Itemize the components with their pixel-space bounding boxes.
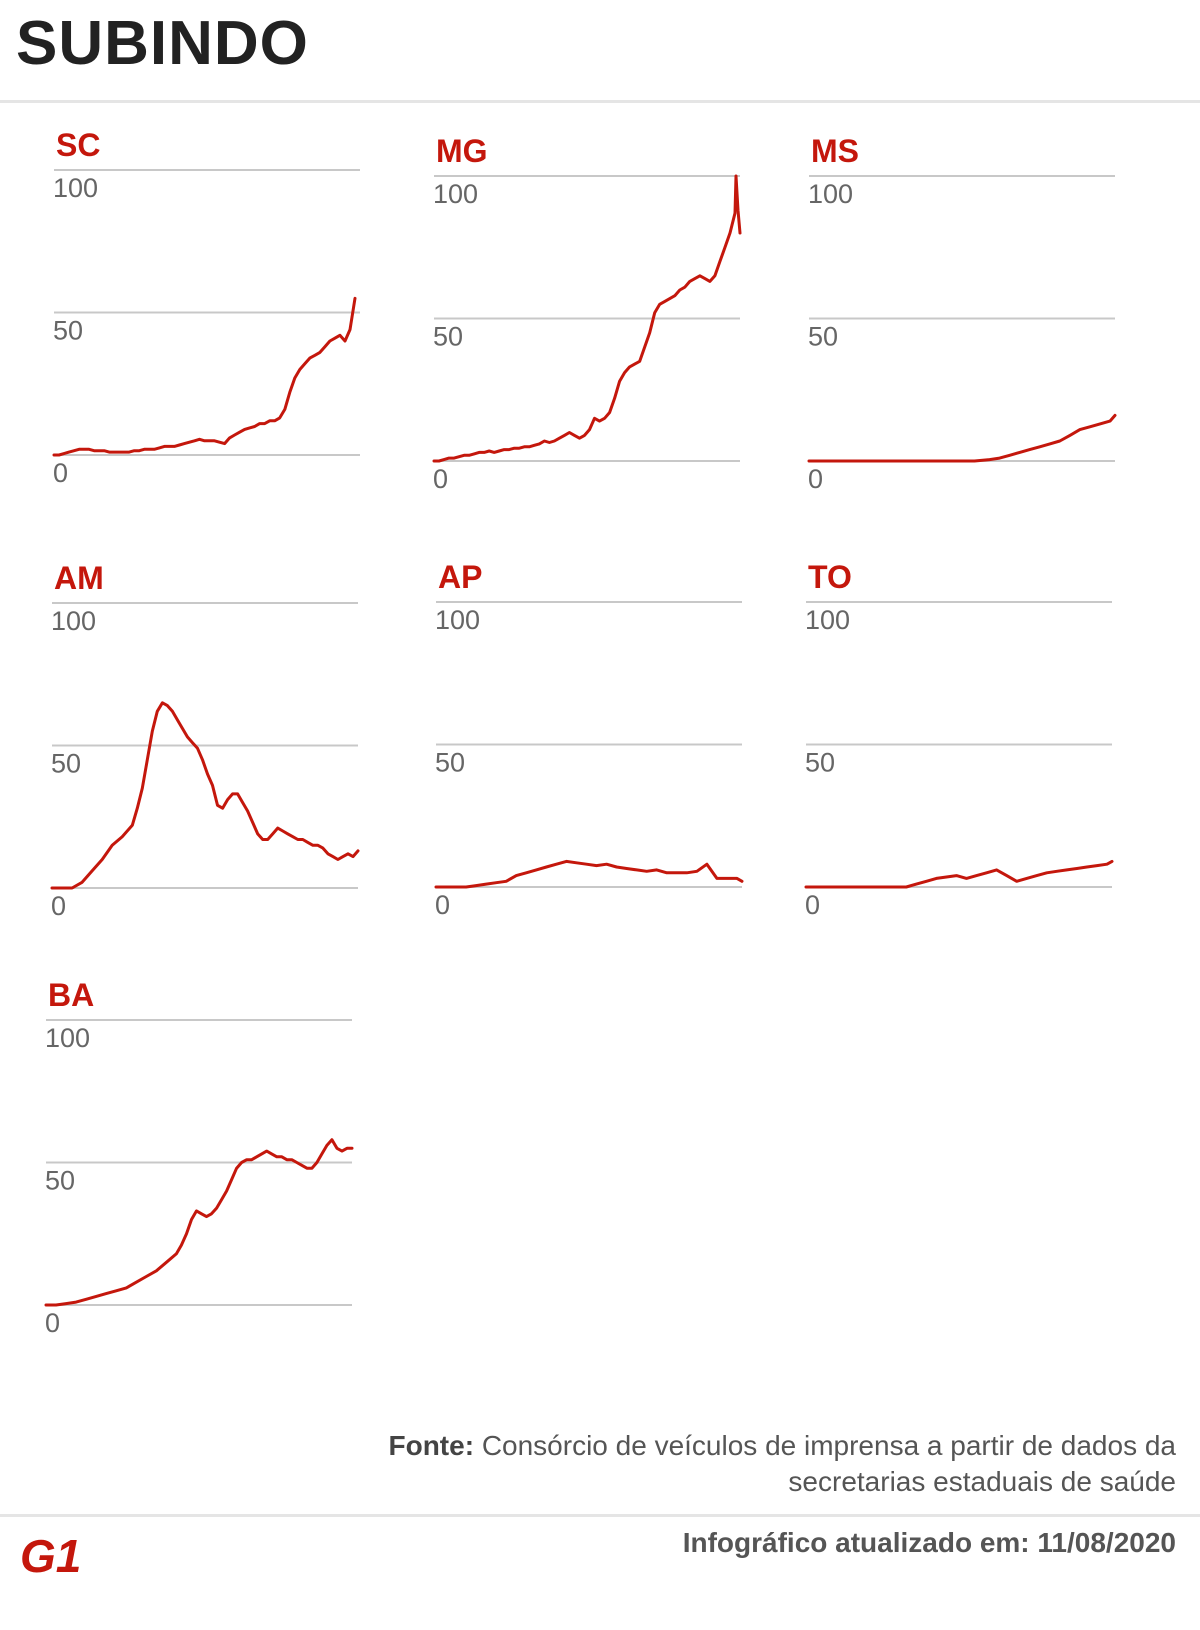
source-note: Fonte: Consórcio de veículos de imprensa… — [276, 1428, 1177, 1500]
y-tick-label: 0 — [435, 890, 450, 920]
chart-panel-sc: SC 0 50 100 — [40, 118, 400, 518]
y-tick-label: 0 — [805, 890, 820, 920]
y-tick-label: 100 — [433, 179, 478, 209]
series-line-sc — [52, 296, 357, 457]
chart-to: TO 0 50 100 — [804, 559, 1114, 920]
chart-panel-to: TO 0 50 100 — [792, 550, 1152, 950]
y-tick-label: 50 — [51, 749, 81, 779]
y-tick-label: 100 — [805, 605, 850, 635]
series-line-am — [50, 701, 360, 890]
y-tick-label: 100 — [435, 605, 480, 635]
series-line-ba — [44, 1138, 354, 1307]
y-tick-label: 50 — [53, 316, 83, 346]
chart-title-am: AM — [54, 560, 104, 596]
source-label: Fonte: — [388, 1430, 475, 1461]
chart-title-to: TO — [808, 559, 852, 595]
chart-ap: AP 0 50 100 — [434, 559, 744, 920]
y-tick-label: 0 — [51, 891, 66, 921]
y-tick-label: 50 — [805, 748, 835, 778]
chart-title-ms: MS — [811, 133, 859, 169]
y-tick-label: 50 — [433, 322, 463, 352]
y-tick-label: 0 — [808, 464, 823, 494]
series-line-ap — [434, 859, 744, 889]
g1-logo: G1 — [18, 1528, 90, 1578]
y-tick-label: 0 — [45, 1308, 60, 1338]
series-line-to — [804, 859, 1114, 889]
g1-logo-text: G1 — [20, 1530, 81, 1578]
chart-panel-mg: MG 0 50 100 — [420, 124, 780, 524]
chart-panel-ms: MS 0 50 100 — [795, 124, 1155, 524]
source-text: Consórcio de veículos de imprensa a part… — [481, 1430, 1176, 1497]
chart-panel-ba: BA 0 50 100 — [32, 968, 392, 1368]
updated-note: Infográfico atualizado em: 11/08/2020 — [682, 1527, 1176, 1558]
chart-title-ba: BA — [48, 977, 94, 1013]
y-tick-label: 50 — [435, 748, 465, 778]
chart-title-mg: MG — [436, 133, 488, 169]
y-tick-label: 0 — [53, 458, 68, 488]
chart-title-ap: AP — [438, 559, 482, 595]
chart-sc: SC 0 50 100 — [52, 127, 360, 488]
series-line-mg — [432, 174, 742, 463]
chart-mg: MG 0 50 100 — [432, 133, 742, 494]
y-tick-label: 0 — [433, 464, 448, 494]
y-tick-label: 100 — [45, 1023, 90, 1053]
y-tick-label: 50 — [808, 322, 838, 352]
chart-am: AM 0 50 100 — [50, 560, 360, 921]
chart-panel-ap: AP 0 50 100 — [422, 550, 782, 950]
y-tick-label: 100 — [53, 173, 98, 203]
chart-ba: BA 0 50 100 — [44, 977, 354, 1338]
chart-ms: MS 0 50 100 — [807, 133, 1117, 494]
chart-title-sc: SC — [56, 127, 100, 163]
footer-divider — [0, 1514, 1200, 1517]
y-tick-label: 50 — [45, 1166, 75, 1196]
y-tick-label: 100 — [808, 179, 853, 209]
page-title: SUBINDO — [16, 9, 309, 78]
y-tick-label: 100 — [51, 606, 96, 636]
series-line-ms — [807, 413, 1117, 463]
chart-panel-am: AM 0 50 100 — [38, 551, 398, 951]
header-divider — [0, 100, 1200, 103]
